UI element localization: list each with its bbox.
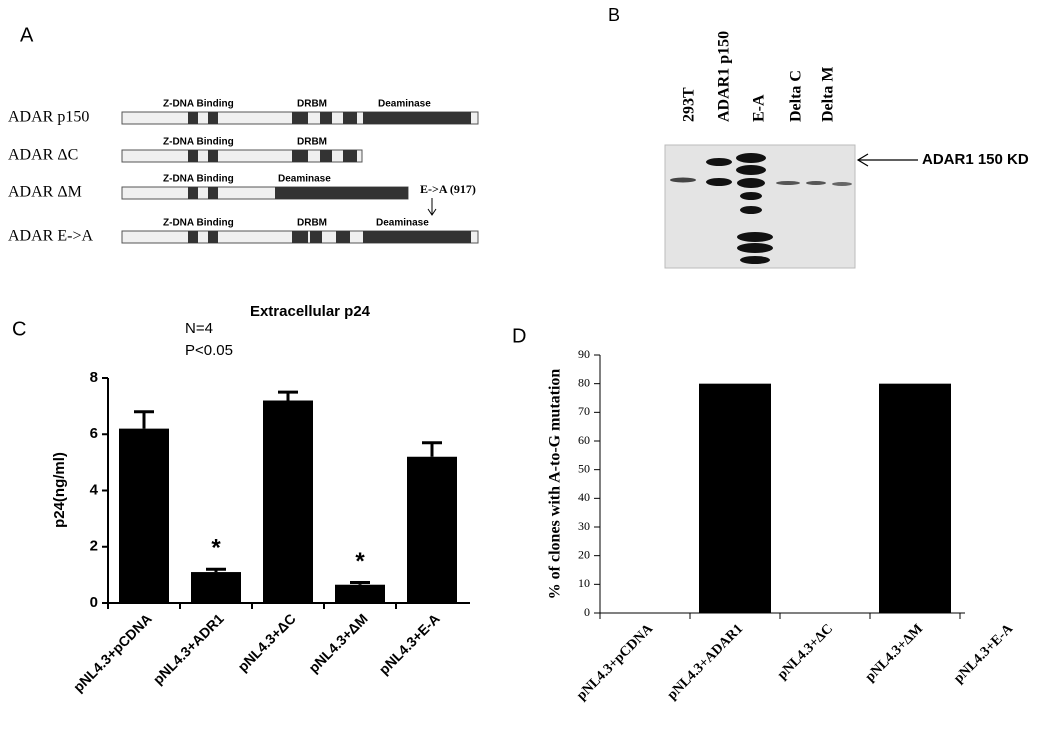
x-tick-label: pNL4.3+ΔC bbox=[234, 610, 298, 674]
bar bbox=[879, 383, 951, 613]
x-tick-label: pNL4.3+E-A bbox=[376, 610, 443, 677]
lane-label: E-A bbox=[751, 94, 768, 122]
panel-label: C bbox=[12, 318, 26, 340]
y-tick-label: 70 bbox=[578, 404, 590, 418]
domain-block bbox=[208, 231, 218, 243]
x-tick-label: pNL4.3+E-A bbox=[951, 621, 1017, 687]
domain-block bbox=[292, 150, 308, 162]
domain-label: Z-DNA Binding bbox=[163, 99, 234, 110]
annotation: P<0.05 bbox=[185, 342, 233, 359]
y-tick-label: 90 bbox=[578, 347, 590, 361]
domain-label: DRBM bbox=[297, 137, 327, 148]
error-bar bbox=[134, 410, 154, 429]
lane-label: Delta C bbox=[788, 70, 805, 122]
domain-block bbox=[336, 231, 350, 243]
lane-label: 293T bbox=[681, 87, 698, 122]
y-tick-label: 0 bbox=[90, 594, 98, 611]
y-axis-label: p24(ng/ml) bbox=[51, 452, 68, 528]
domain-block bbox=[208, 187, 218, 199]
bands bbox=[670, 153, 852, 264]
bar bbox=[191, 572, 241, 603]
domain-block bbox=[320, 150, 332, 162]
domain-block bbox=[188, 150, 198, 162]
domain-label: Deaminase bbox=[378, 99, 431, 110]
annotation: N=4 bbox=[185, 320, 213, 337]
construct-name: ADAR ΔC bbox=[8, 147, 78, 164]
y-tick-label: 40 bbox=[578, 490, 590, 504]
error-bar bbox=[422, 441, 442, 457]
lane-label: ADAR1 p150 bbox=[716, 31, 733, 122]
bar bbox=[263, 400, 313, 603]
bar bbox=[119, 428, 169, 603]
y-tick-label: 80 bbox=[578, 375, 590, 389]
domain-block bbox=[188, 231, 198, 243]
domain-block bbox=[363, 112, 471, 124]
domain-block bbox=[208, 150, 218, 162]
domain-label: Z-DNA Binding bbox=[163, 174, 234, 185]
domain-block bbox=[208, 112, 218, 124]
y-tick-label: 60 bbox=[578, 433, 590, 447]
domain-label: DRBM bbox=[297, 218, 327, 229]
arrow-head bbox=[427, 208, 437, 216]
y-tick-label: 30 bbox=[578, 519, 590, 533]
x-tick-label: pNL4.3+ADR1 bbox=[150, 610, 227, 687]
bar bbox=[335, 584, 385, 603]
y-tick-label: 0 bbox=[584, 605, 590, 619]
domain-block bbox=[310, 231, 322, 243]
domain-block bbox=[188, 112, 198, 124]
blot-annotation: ADAR1 150 KD bbox=[922, 151, 1029, 168]
significance-marker: * bbox=[211, 535, 221, 562]
x-tick-label: pNL4.3+pCDNA bbox=[574, 621, 657, 704]
error-bar bbox=[278, 390, 298, 401]
domain-block bbox=[343, 150, 357, 162]
error-bar bbox=[206, 567, 226, 573]
construct-name: ADAR p150 bbox=[8, 109, 89, 126]
panel-label: B bbox=[608, 5, 620, 25]
chart-title: Extracellular p24 bbox=[250, 303, 371, 320]
x-tick-label: pNL4.3+ΔM bbox=[305, 610, 370, 675]
construct-name: ADAR E->A bbox=[8, 228, 93, 245]
domain-label: Deaminase bbox=[376, 218, 429, 229]
error-bar bbox=[350, 580, 370, 585]
domain-block bbox=[320, 112, 332, 124]
domain-block bbox=[292, 112, 308, 124]
x-tick-label: pNL4.3+ADAR1 bbox=[665, 621, 746, 702]
panel-label: A bbox=[20, 24, 34, 46]
y-axis-label: % of clones with A-to-G mutation bbox=[547, 369, 564, 600]
domain-block bbox=[292, 231, 308, 243]
domain-block bbox=[188, 187, 198, 199]
mutation-annotation: E->A (917) bbox=[420, 182, 476, 196]
y-tick-label: 4 bbox=[90, 481, 99, 498]
panel-label: D bbox=[512, 325, 526, 347]
domain-block bbox=[275, 187, 408, 199]
bar bbox=[407, 456, 457, 603]
x-tick-label: pNL4.3+ΔC bbox=[775, 621, 836, 682]
lane-label: Delta M bbox=[820, 66, 837, 122]
x-tick-label: pNL4.3+ΔM bbox=[863, 621, 926, 684]
y-tick-label: 6 bbox=[90, 425, 98, 442]
domain-label: Z-DNA Binding bbox=[163, 218, 234, 229]
construct-name: ADAR ΔM bbox=[8, 184, 82, 201]
y-tick-label: 2 bbox=[90, 538, 98, 555]
domain-label: DRBM bbox=[297, 99, 327, 110]
bar bbox=[699, 383, 771, 613]
y-tick-label: 10 bbox=[578, 576, 590, 590]
domain-label: Deaminase bbox=[278, 174, 331, 185]
domain-block bbox=[363, 231, 471, 243]
x-tick-label: pNL4.3+pCDNA bbox=[70, 610, 155, 695]
domain-block bbox=[343, 112, 357, 124]
y-tick-label: 8 bbox=[90, 369, 98, 386]
domain-label: Z-DNA Binding bbox=[163, 137, 234, 148]
y-tick-label: 50 bbox=[578, 461, 590, 475]
y-tick-label: 20 bbox=[578, 547, 590, 561]
arrow-head bbox=[856, 153, 869, 167]
significance-marker: * bbox=[355, 548, 365, 575]
